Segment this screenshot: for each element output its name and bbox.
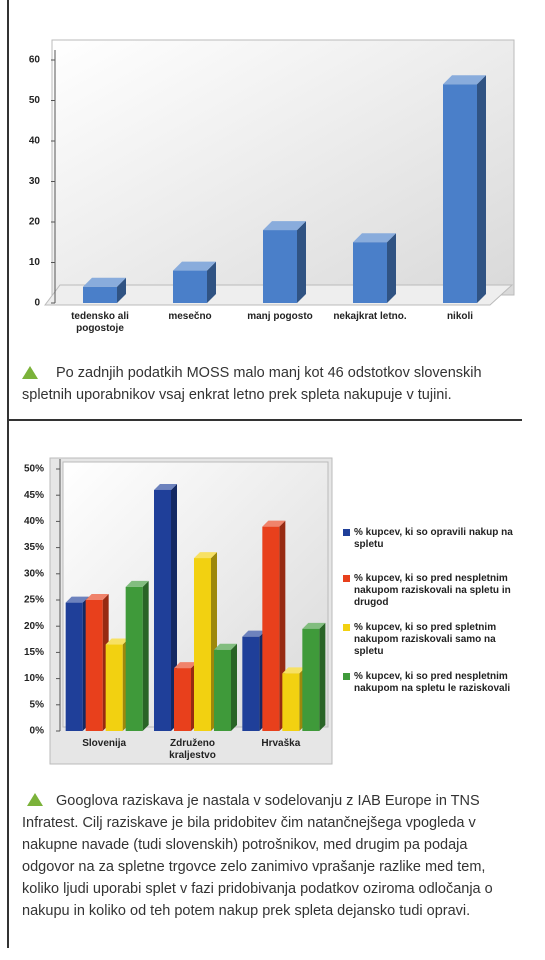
bar: [262, 526, 280, 731]
y-tick-label: 60: [29, 55, 41, 66]
y-tick-label: 10%: [24, 673, 44, 684]
y-tick-label: 15%: [24, 647, 44, 658]
bar-top: [443, 75, 486, 85]
y-tick-label: 25%: [24, 595, 44, 606]
bar-top: [105, 638, 129, 645]
bar-top: [173, 261, 216, 271]
bar-top: [125, 580, 149, 587]
bar-top: [262, 520, 286, 527]
bar-top: [83, 277, 126, 287]
y-tick-label: 50: [29, 95, 41, 106]
bar-top: [282, 667, 306, 674]
bar-side: [297, 221, 306, 303]
y-tick-label: 10: [29, 257, 41, 268]
x-tick-label: manj pogosto: [247, 311, 313, 322]
bar: [154, 489, 171, 731]
bar-top: [154, 483, 177, 490]
bar-side: [387, 233, 396, 303]
x-tick-label: nekajkrat letno.: [333, 311, 407, 322]
legend-label: % kupcev, ki so pred spletnim nakupom ra…: [354, 622, 497, 657]
bar: [65, 602, 83, 731]
y-tick-label: 40%: [24, 516, 44, 527]
bar-top: [65, 596, 89, 603]
bar-top: [302, 622, 326, 629]
y-tick-label: 0%: [30, 726, 45, 737]
y-tick-label: 20%: [24, 621, 44, 632]
legend-label: % kupcev, ki so pred nespletnim nakupom …: [354, 573, 511, 608]
y-tick-label: 0: [34, 298, 40, 309]
bar-top: [353, 233, 396, 243]
caption: Po zadnjih podatkih MOSS malo manj kot 4…: [22, 365, 482, 403]
bar: [173, 270, 207, 303]
x-tick-label: tedensko ali pogostoje: [71, 311, 129, 334]
bar: [194, 558, 211, 731]
bar-top: [85, 594, 109, 600]
caption: Googlova raziskava je nastala v sodelova…: [22, 793, 493, 919]
caption-icon: [27, 793, 43, 806]
bar-side: [142, 580, 149, 731]
bar: [282, 673, 300, 731]
bar-top: [174, 662, 197, 669]
bar: [214, 649, 231, 731]
x-tick-label: mesečno: [168, 311, 212, 322]
bar: [242, 636, 260, 731]
y-tick-label: 5%: [30, 699, 45, 710]
bar-side: [207, 261, 216, 303]
x-tick-label: nikoli: [446, 311, 474, 322]
bar-top: [242, 630, 266, 637]
y-tick-label: 35%: [24, 542, 44, 553]
bar: [443, 84, 477, 303]
y-tick-label: 20: [29, 217, 41, 228]
bar: [83, 286, 117, 303]
bar: [105, 644, 123, 731]
y-tick-label: 30: [29, 176, 41, 187]
bar: [302, 628, 320, 731]
bar: [125, 586, 143, 731]
y-tick-label: 40: [29, 136, 41, 147]
x-tick-label: Slovenija: [82, 738, 127, 749]
legend-swatch: [343, 575, 350, 582]
caption-icon: [22, 366, 38, 379]
bar-side: [319, 622, 326, 731]
bar-side: [477, 75, 486, 303]
y-tick-label: 45%: [24, 490, 44, 501]
bar-top: [194, 552, 217, 559]
legend-swatch: [343, 673, 350, 680]
x-tick-label: Združeno kraljestvo: [169, 738, 216, 761]
bar-top: [214, 643, 237, 650]
bar-side: [117, 277, 126, 303]
bar-side: [231, 643, 237, 731]
legend-swatch: [343, 624, 350, 631]
x-tick-label: Hrvaška: [261, 738, 301, 749]
legend-swatch: [343, 529, 350, 536]
bar: [174, 668, 191, 731]
bar-top: [263, 221, 306, 231]
y-tick-label: 50%: [24, 464, 44, 475]
bar: [85, 600, 103, 731]
legend-label: % kupcev, ki so opravili nakup na spletu: [354, 527, 513, 550]
bar: [353, 242, 387, 303]
y-tick-label: 30%: [24, 568, 44, 579]
bar: [263, 230, 297, 303]
legend-label: % kupcev, ki so pred nespletnim nakupom …: [354, 671, 511, 694]
